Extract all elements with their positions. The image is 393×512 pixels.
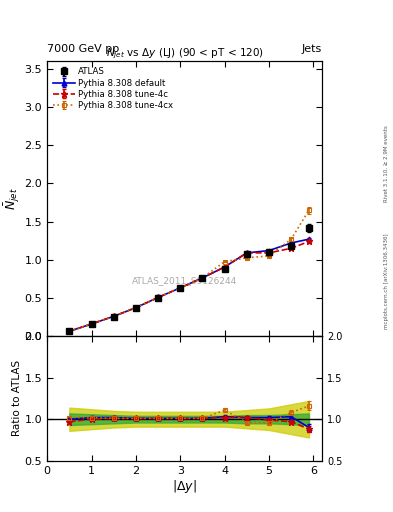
Text: ATLAS_2011_S9126244: ATLAS_2011_S9126244 (132, 276, 237, 286)
Text: 7000 GeV pp: 7000 GeV pp (47, 44, 119, 54)
Text: Jets: Jets (302, 44, 322, 54)
Y-axis label: Ratio to ATLAS: Ratio to ATLAS (12, 360, 22, 436)
Legend: ATLAS, Pythia 8.308 default, Pythia 8.308 tune-4c, Pythia 8.308 tune-4cx: ATLAS, Pythia 8.308 default, Pythia 8.30… (51, 66, 175, 112)
X-axis label: $|\Delta y|$: $|\Delta y|$ (172, 478, 197, 496)
Text: Rivet 3.1.10, ≥ 2.9M events: Rivet 3.1.10, ≥ 2.9M events (384, 125, 389, 202)
Title: $N_{jet}$ vs $\Delta y$ (LJ) (90 < pT < 120): $N_{jet}$ vs $\Delta y$ (LJ) (90 < pT < … (106, 47, 264, 61)
Y-axis label: $\bar{N}_{jet}$: $\bar{N}_{jet}$ (2, 187, 22, 210)
Text: mcplots.cern.ch [arXiv:1306.3436]: mcplots.cern.ch [arXiv:1306.3436] (384, 234, 389, 329)
